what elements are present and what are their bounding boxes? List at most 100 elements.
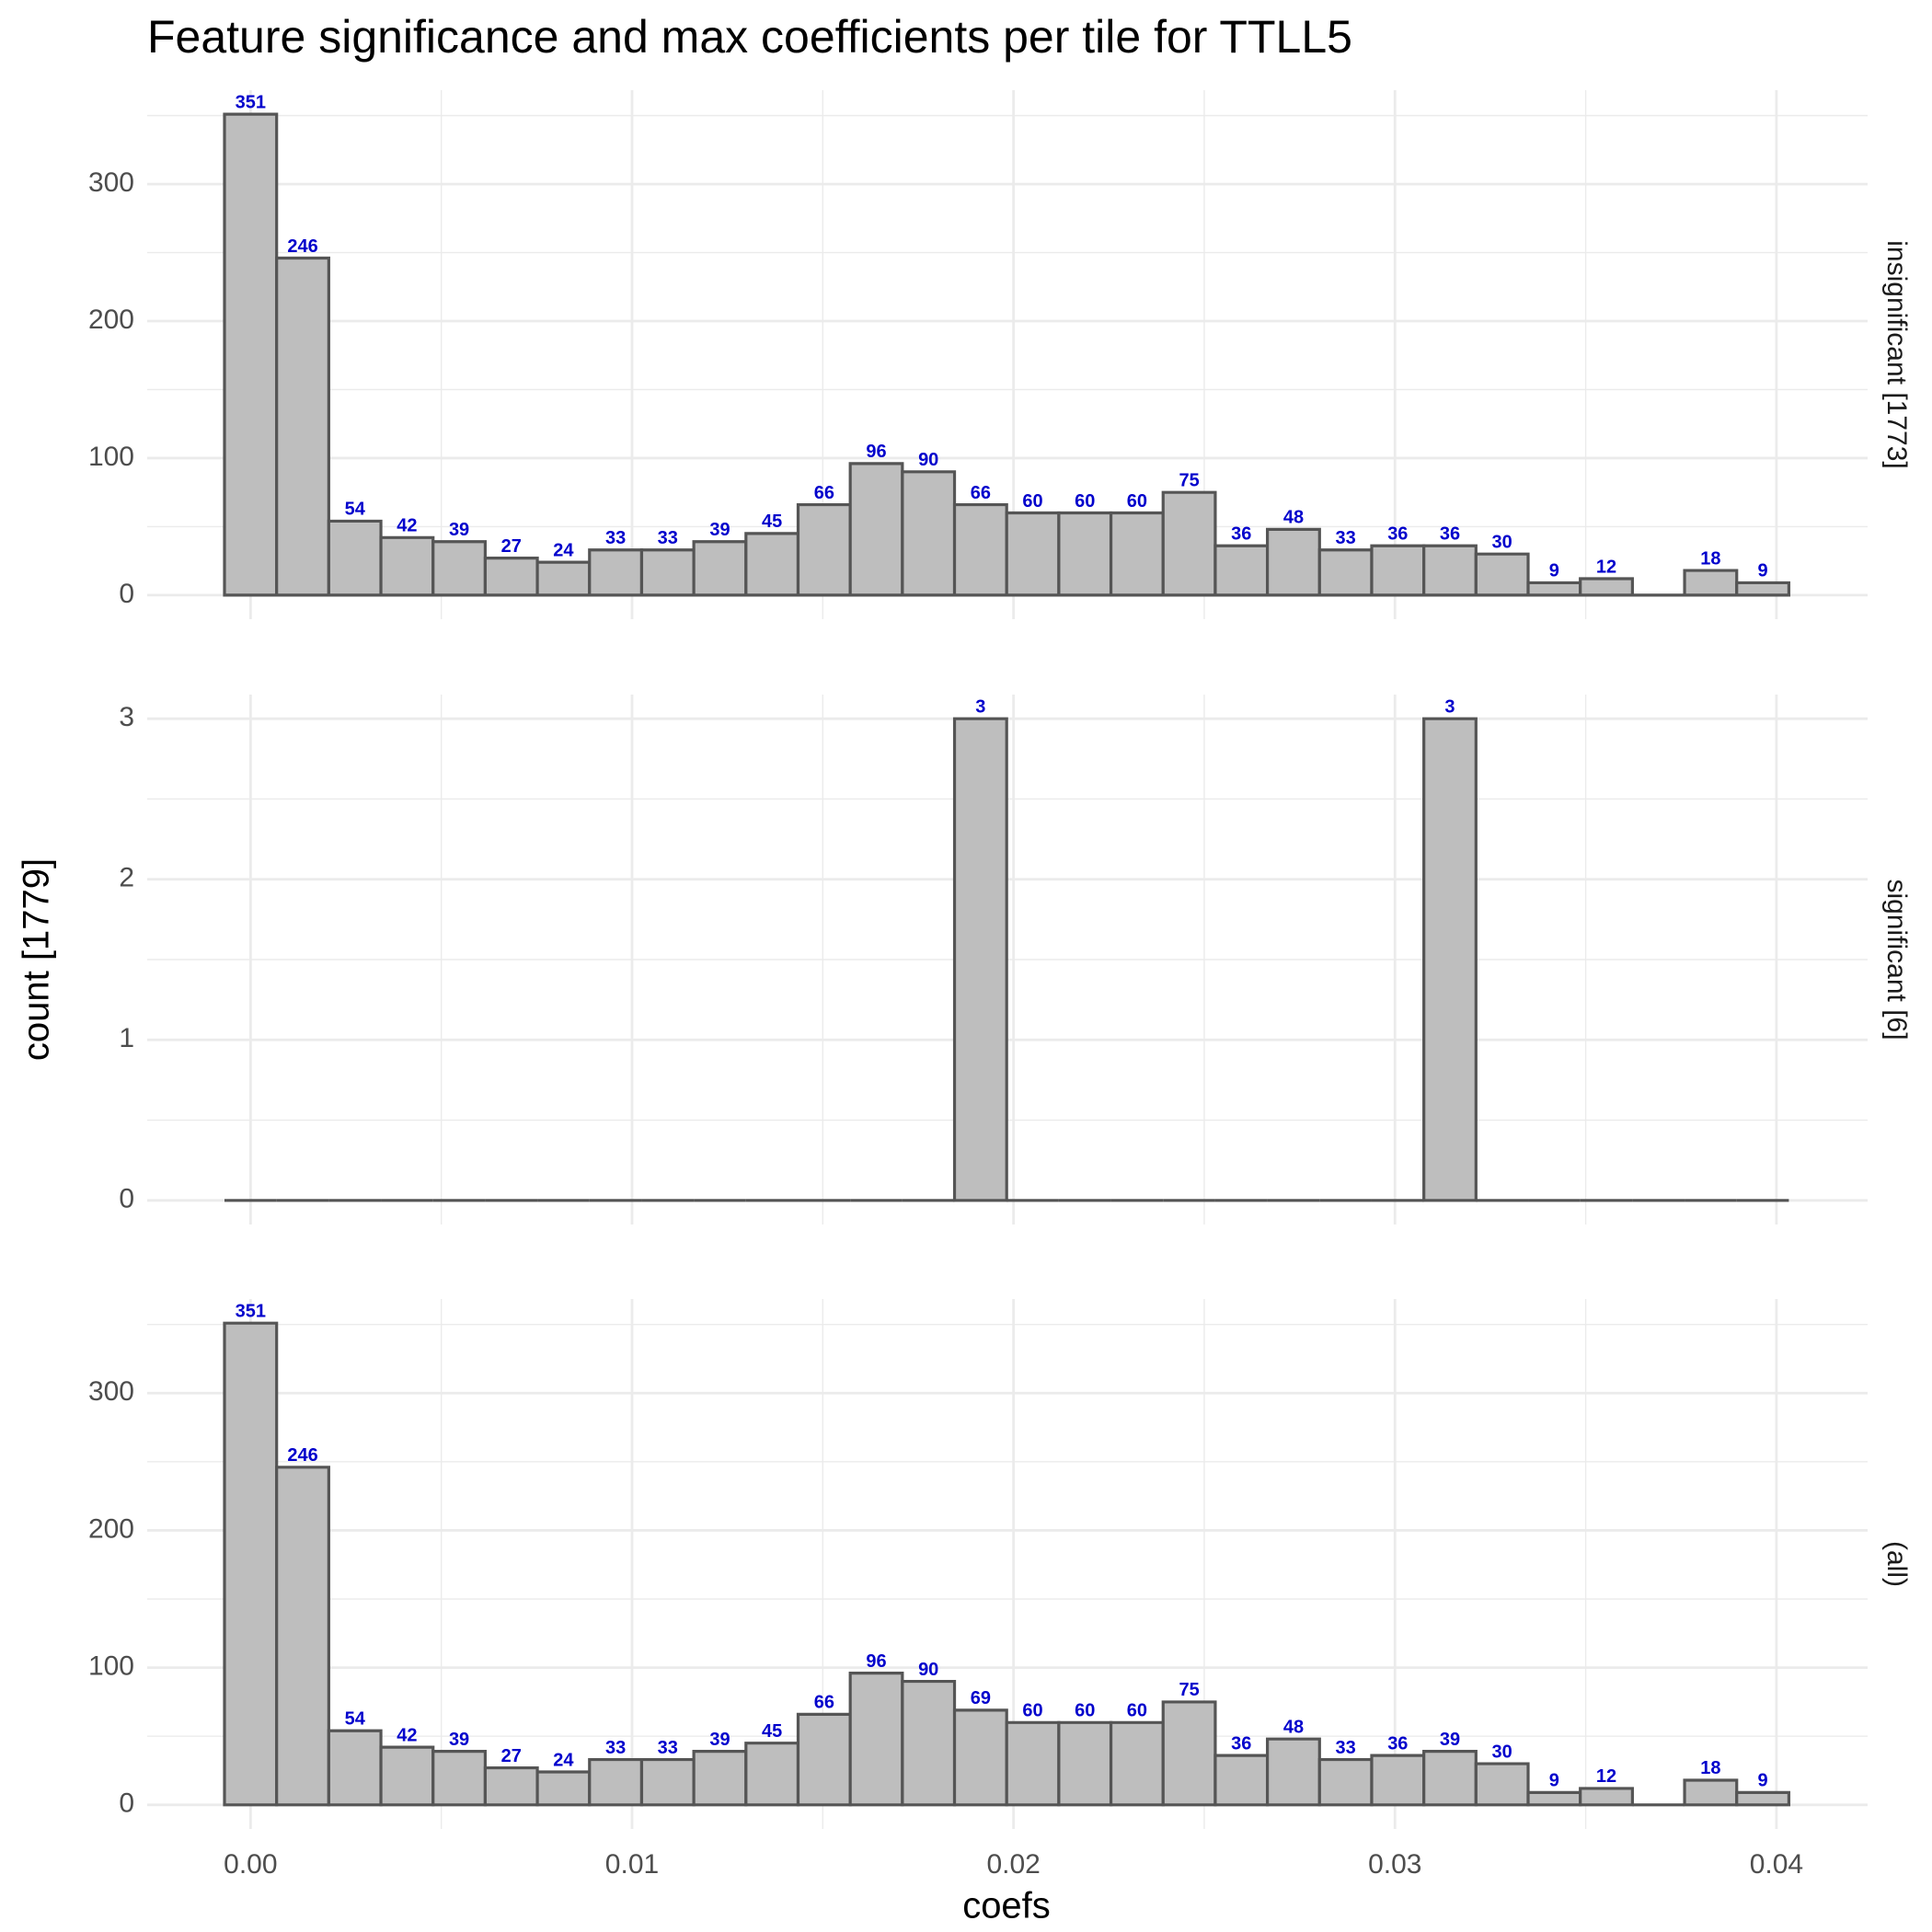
bar — [848, 462, 904, 597]
x-tick-label: 0.03 — [1368, 1849, 1421, 1880]
bar — [1109, 1720, 1165, 1807]
data-label: 39 — [449, 520, 469, 540]
bar — [431, 540, 488, 597]
data-label: 33 — [658, 528, 678, 548]
data-label: 39 — [1440, 1730, 1460, 1750]
data-label: 3 — [975, 696, 985, 717]
bar — [327, 519, 383, 597]
bar — [1735, 581, 1791, 597]
data-label: 33 — [1336, 528, 1356, 548]
bar — [1422, 717, 1478, 1202]
data-label: 3 — [1444, 696, 1455, 717]
data-label: 66 — [971, 483, 991, 503]
bar — [901, 1679, 957, 1807]
data-label: 27 — [501, 536, 522, 557]
facet-strip-label: significant [6] — [1881, 879, 1912, 1040]
bar — [379, 1745, 435, 1807]
data-label: 54 — [345, 500, 366, 520]
bar — [692, 540, 748, 597]
data-label: 12 — [1596, 557, 1616, 577]
bar — [483, 1765, 539, 1807]
data-label: 42 — [397, 516, 417, 536]
y-tick-label: 200 — [88, 1513, 134, 1544]
data-label: 60 — [1127, 1701, 1147, 1721]
data-label: 54 — [345, 1709, 366, 1730]
data-label: 75 — [1179, 470, 1199, 490]
bar — [901, 470, 957, 597]
x-axis-label: coefs — [962, 1886, 1051, 1926]
data-label: 90 — [918, 1660, 938, 1680]
data-label: 60 — [1075, 491, 1095, 512]
bar — [952, 1708, 1008, 1807]
data-label: 60 — [1075, 1701, 1095, 1721]
data-label: 39 — [709, 1730, 730, 1750]
data-label: 9 — [1549, 561, 1559, 581]
bar — [744, 532, 800, 597]
data-label: 30 — [1492, 1742, 1512, 1762]
bar — [1161, 490, 1217, 597]
data-label: 9 — [1758, 1771, 1768, 1791]
data-label: 75 — [1179, 1680, 1199, 1700]
data-label: 39 — [449, 1730, 469, 1750]
data-label: 66 — [814, 483, 834, 503]
chart-title: Feature significance and max coefficient… — [147, 11, 1352, 63]
data-label: 36 — [1440, 524, 1460, 545]
bar — [1109, 511, 1165, 597]
x-tick-label: 0.04 — [1750, 1849, 1803, 1880]
bar — [692, 1750, 748, 1807]
x-tick-label: 0.02 — [986, 1849, 1040, 1880]
data-label: 66 — [814, 1693, 834, 1713]
data-label: 96 — [866, 442, 886, 462]
data-label: 12 — [1596, 1766, 1616, 1787]
facet-strip-label: (all) — [1881, 1541, 1912, 1587]
data-label: 60 — [1022, 491, 1042, 512]
y-axis-label: count [1779] — [17, 858, 57, 1061]
facet-strip-label: insignificant [1773] — [1881, 240, 1912, 469]
data-label: 30 — [1492, 532, 1512, 552]
bar — [639, 548, 696, 597]
y-tick-label: 100 — [88, 1651, 134, 1682]
bar — [535, 560, 592, 597]
bar — [1005, 1720, 1061, 1807]
bar — [1474, 552, 1530, 597]
x-tick-label: 0.01 — [605, 1849, 659, 1880]
y-tick-label: 300 — [88, 1376, 134, 1407]
data-label: 33 — [658, 1738, 678, 1758]
data-label: 9 — [1549, 1771, 1559, 1791]
bar — [1370, 1754, 1426, 1807]
data-label: 36 — [1387, 524, 1408, 545]
bar — [483, 557, 539, 597]
data-label: 90 — [918, 450, 938, 470]
y-tick-label: 0 — [119, 1184, 134, 1214]
data-label: 24 — [553, 540, 574, 560]
data-label: 18 — [1700, 1758, 1720, 1778]
data-label: 36 — [1231, 524, 1251, 545]
bar — [848, 1672, 904, 1807]
bar — [1005, 511, 1061, 597]
bar — [1422, 544, 1478, 597]
bar — [1474, 1762, 1530, 1807]
bar — [431, 1750, 488, 1807]
data-label: 45 — [762, 1721, 782, 1742]
data-label: 69 — [971, 1688, 991, 1708]
data-label: 36 — [1387, 1733, 1408, 1754]
y-tick-label: 1 — [119, 1023, 134, 1053]
y-tick-label: 200 — [88, 305, 134, 335]
y-tick-label: 300 — [88, 167, 134, 198]
y-tick-label: 0 — [119, 1788, 134, 1819]
y-tick-label: 2 — [119, 863, 134, 893]
bar — [1422, 1750, 1478, 1807]
data-label: 246 — [287, 1445, 317, 1466]
bar — [1526, 581, 1582, 597]
bar — [1213, 544, 1270, 597]
data-label: 96 — [866, 1651, 886, 1672]
bar — [796, 1712, 852, 1807]
data-label: 33 — [605, 528, 626, 548]
bar — [1579, 577, 1634, 597]
bar — [1057, 511, 1113, 597]
data-label: 27 — [501, 1746, 522, 1766]
data-label: 18 — [1700, 548, 1720, 569]
bar — [223, 112, 279, 597]
data-label: 60 — [1127, 491, 1147, 512]
